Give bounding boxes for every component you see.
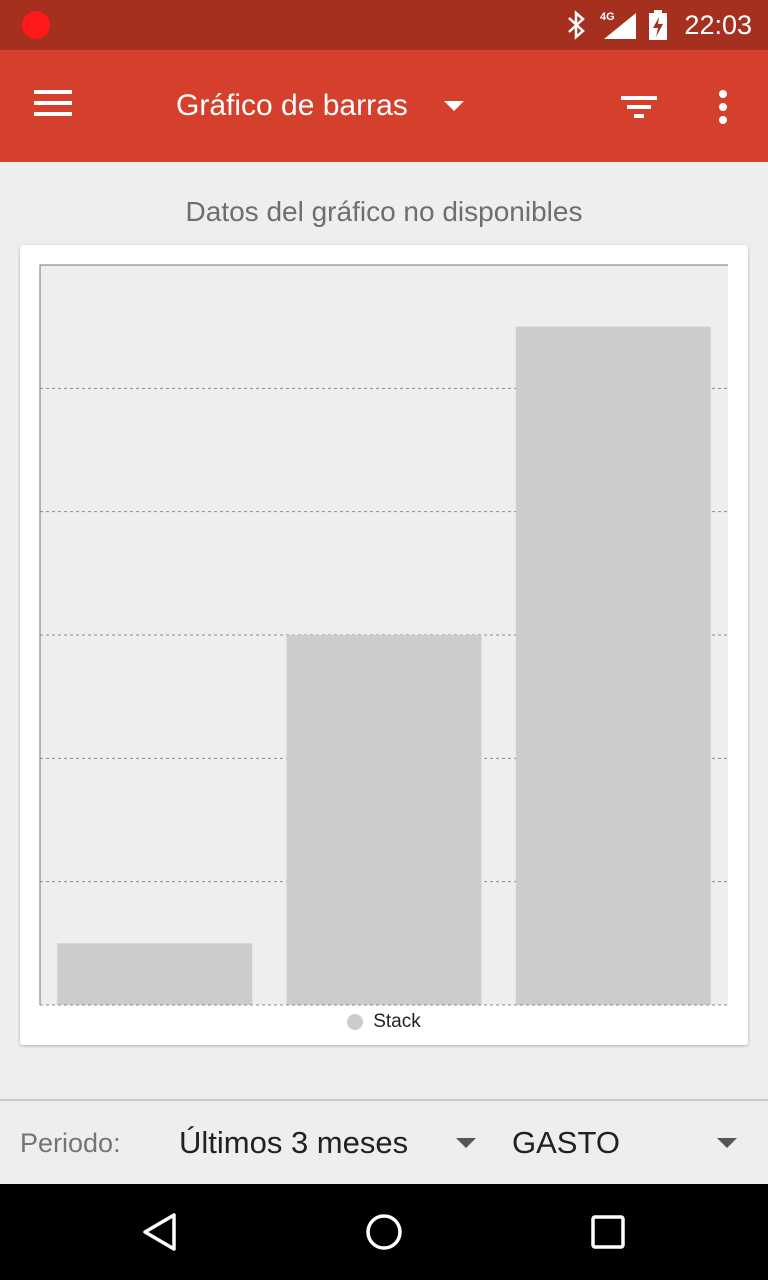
status-bar: 4G 22:03	[0, 0, 768, 50]
chart-type-selector[interactable]: Gráfico de barras	[176, 86, 464, 126]
back-icon[interactable]	[140, 1212, 180, 1252]
period-select[interactable]: Últimos 3 meses	[179, 1125, 409, 1160]
period-bar: Periodo: Últimos 3 meses GASTO	[0, 1101, 768, 1184]
bar-chart	[39, 264, 728, 1006]
bar	[57, 943, 253, 1005]
type-dropdown-icon[interactable]	[717, 1138, 737, 1148]
type-select[interactable]: GASTO	[512, 1125, 620, 1160]
clock: 22:03	[684, 9, 752, 40]
plot-border	[39, 264, 728, 1005]
legend-label: Stack	[373, 1011, 421, 1032]
navigation-bar	[0, 1184, 768, 1280]
home-icon[interactable]	[364, 1212, 404, 1252]
dropdown-caret-icon	[443, 101, 464, 111]
more-vert-icon[interactable]	[708, 88, 738, 128]
recording-icon	[22, 11, 50, 39]
no-data-message: Datos del gráfico no disponibles	[185, 196, 583, 227]
period-label: Periodo:	[20, 1128, 121, 1158]
recent-apps-icon[interactable]	[588, 1212, 628, 1252]
bluetooth-icon	[568, 10, 586, 40]
chart-legend: Stack	[20, 1011, 748, 1033]
period-dropdown-icon[interactable]	[456, 1138, 476, 1148]
network-type-label: 4G	[600, 11, 615, 23]
bar	[515, 326, 711, 1006]
legend-swatch	[347, 1014, 364, 1030]
app-bar: Gráfico de barras	[0, 50, 768, 162]
signal-icon: 4G	[600, 11, 637, 39]
page-title: Gráfico de barras	[176, 89, 408, 122]
bar	[286, 635, 482, 1005]
divider	[0, 1099, 768, 1101]
status-icons: 4G 22:03	[566, 0, 752, 50]
filter-icon[interactable]	[620, 90, 660, 124]
menu-icon[interactable]	[34, 90, 78, 124]
chart-card: Stack	[20, 245, 748, 1045]
battery-charging-icon	[649, 10, 668, 40]
